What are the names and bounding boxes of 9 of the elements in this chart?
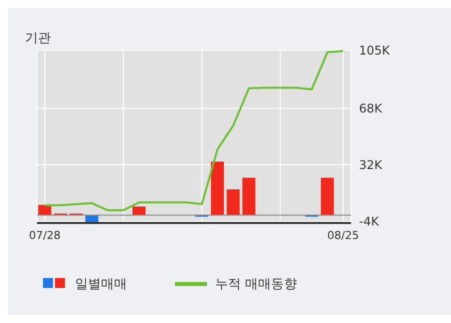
x-tick-label: 07/28 <box>29 228 61 242</box>
y-tick-label: 68K <box>359 101 384 116</box>
legend-label: 일별매매 <box>75 276 127 293</box>
y-tick-label: 105K <box>359 43 391 58</box>
y-tick-label: 32K <box>359 158 384 172</box>
chart-title: 기관 <box>25 30 51 47</box>
y-tick-label: -4K <box>359 214 380 229</box>
legend-label: 누적 매매동향 <box>215 276 298 293</box>
x-tick-label: 08/25 <box>327 228 359 242</box>
